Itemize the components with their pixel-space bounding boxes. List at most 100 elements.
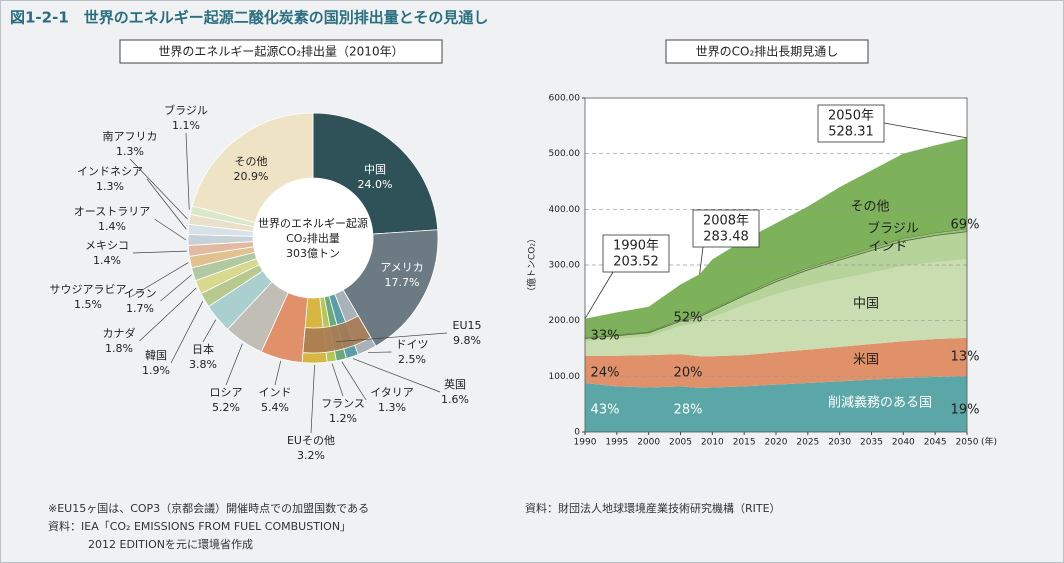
group-label: EU15	[453, 319, 482, 332]
callout-box	[602, 234, 670, 273]
callout-box	[817, 104, 885, 143]
center-text: 303億トン	[286, 247, 340, 260]
leader-line	[185, 132, 190, 210]
series-label: ブラジル	[867, 221, 919, 237]
share-label: 28%	[674, 403, 703, 418]
slice-label: その他	[235, 155, 268, 168]
callout-label: 2050年	[828, 109, 874, 124]
y-tick-label: 300.00	[549, 261, 581, 271]
share-label: 33%	[591, 329, 620, 344]
callout-label: 1990年	[613, 239, 659, 254]
slice-label: ブラジル	[164, 103, 208, 117]
leader-line	[139, 287, 197, 342]
slice-label: インド	[259, 386, 292, 399]
callout-box	[692, 209, 760, 248]
series-label: 中国	[853, 297, 879, 312]
footnote: 資料：IEA「CO₂ EMISSIONS FROM FUEL COMBUSTIO…	[48, 519, 351, 533]
leader-line	[146, 178, 187, 230]
footnote: ※EU15ヶ国は、COP3（京都会議）開催時点での加盟国数である	[48, 501, 369, 515]
callout-line	[699, 246, 704, 275]
x-tick-label: 2045	[924, 438, 947, 448]
series-label: インド	[868, 240, 907, 255]
slice-value-label: 5.2%	[212, 401, 240, 414]
footnote: 2012 EDITIONを元に環境省作成	[88, 537, 253, 551]
plot-frame	[584, 97, 968, 433]
x-tick-label: 2020	[765, 438, 788, 448]
y-tick-label: 600.00	[549, 94, 581, 104]
callout-label: 2008年	[703, 214, 749, 229]
slice-label: イラン	[124, 287, 157, 300]
y-tick-label: 400.00	[549, 205, 581, 215]
slice-value-label: 1.3%	[96, 180, 124, 193]
slice-value-label: 1.2%	[329, 412, 357, 425]
chart-title: 世界のCO₂排出長期見通し	[696, 45, 839, 59]
x-tick-label: 2040	[892, 438, 915, 448]
chart-title-box	[119, 39, 443, 64]
slice-label: 中国	[364, 163, 386, 176]
y-axis-label: （億トンCO₂）	[526, 234, 538, 296]
x-tick-label: 2035	[860, 438, 883, 448]
area	[585, 231, 967, 342]
figure-title: 図1-2-1 世界のエネルギー起源二酸化炭素の国別排出量とその見通し	[10, 9, 488, 27]
callout-value: 203.52	[613, 255, 659, 270]
slice-label: イタリア	[370, 386, 414, 399]
callout-line	[883, 122, 968, 139]
leader-line	[225, 343, 243, 386]
x-tick-label: 2030	[828, 438, 851, 448]
slice-label: メキシコ	[85, 239, 129, 252]
slice-value-label: 1.1%	[172, 119, 200, 132]
share-label: 19%	[951, 403, 980, 418]
leader-line	[274, 360, 282, 386]
pie-hole	[253, 178, 373, 298]
group-value-label: 9.8%	[453, 334, 481, 347]
slice-value-label: 1.6%	[441, 393, 469, 406]
x-tick-label: 1995	[605, 438, 628, 448]
x-tick-label: 1990	[574, 438, 597, 448]
series-label: 米国	[853, 353, 879, 368]
share-label: 24%	[591, 366, 620, 381]
slice-value-label: 1.8%	[105, 342, 133, 355]
slice-value-label: 3.8%	[189, 358, 217, 371]
slice-label: 韓国	[145, 349, 167, 362]
slice-label: EUその他	[287, 434, 335, 447]
slice-value-label: 1.3%	[378, 401, 406, 414]
area	[585, 376, 967, 432]
leader-line	[129, 158, 188, 220]
y-tick-label: 200.00	[549, 316, 581, 326]
slice-value-label: 1.3%	[116, 145, 144, 158]
leader-line	[336, 332, 448, 343]
area	[585, 259, 967, 357]
chart-title-box	[665, 39, 869, 64]
leader-line	[130, 262, 189, 298]
series-label: その他	[850, 200, 889, 215]
leader-line	[331, 363, 344, 397]
slice-value-label: 17.7%	[385, 276, 420, 289]
y-tick-label: 100.00	[549, 372, 581, 382]
callout-line	[584, 271, 614, 319]
footnote: 資料：財団法人地球環境産業技術研究機構（RITE）	[525, 501, 781, 515]
x-tick-label: 2010	[701, 438, 724, 448]
area	[585, 137, 967, 338]
x-tick-label: 2050	[956, 438, 979, 448]
share-label: 20%	[674, 366, 703, 381]
x-tick-label: 2025	[796, 438, 819, 448]
slice-value-label: 1.4%	[93, 254, 121, 267]
callout-value: 283.48	[703, 230, 749, 245]
y-tick-label: 0	[574, 428, 580, 438]
slice-value-label: 1.7%	[126, 302, 154, 315]
leader-line	[132, 250, 187, 254]
leader-line	[310, 364, 315, 434]
center-text: 世界のエネルギー起源	[258, 216, 368, 230]
area	[585, 337, 967, 389]
slice-value-label: 24.0%	[358, 178, 393, 191]
share-label: 43%	[591, 403, 620, 418]
leader-line	[160, 274, 192, 302]
share-label: 52%	[674, 311, 703, 326]
slice-label: カナダ	[103, 326, 136, 340]
slice-value-label: 1.4%	[98, 220, 126, 233]
leader-line	[352, 358, 441, 393]
slice-value-label: 2.5%	[398, 353, 426, 366]
slice-label: 日本	[192, 342, 214, 356]
